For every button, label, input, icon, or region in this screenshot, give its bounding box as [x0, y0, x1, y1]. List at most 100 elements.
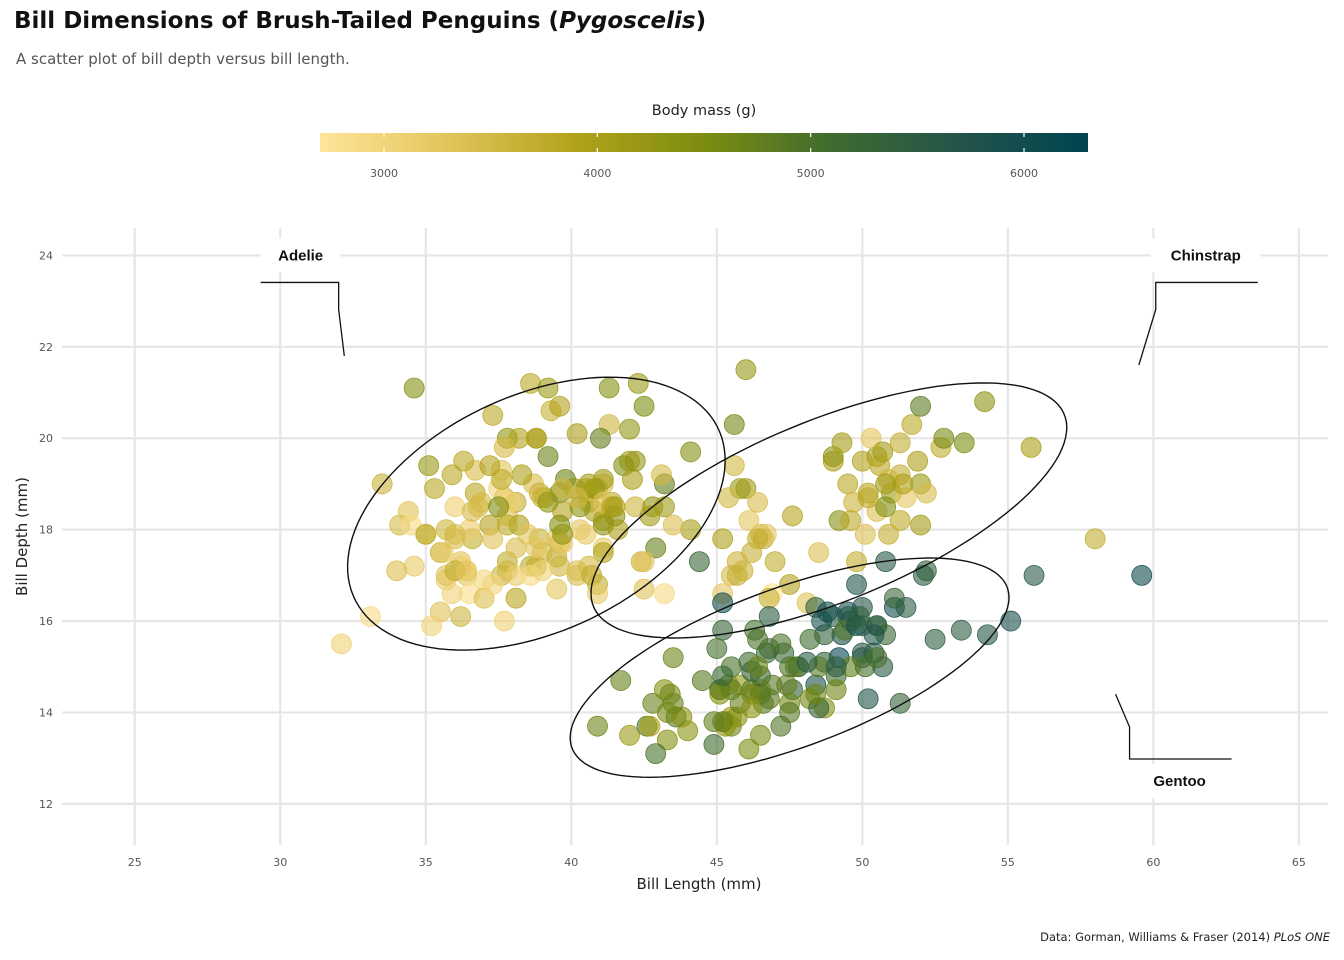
ellipse-chinstrap	[590, 382, 1068, 639]
point-gentoo	[770, 633, 792, 655]
x-tick-label: 65	[1292, 856, 1306, 869]
point-chinstrap	[857, 487, 879, 509]
colorbar-tick-label: 5000	[797, 167, 825, 180]
label-gentoo: Gentoo	[1153, 773, 1206, 790]
x-tick-label: 55	[1001, 856, 1015, 869]
point-adelie	[491, 468, 512, 490]
point-gentoo	[619, 724, 640, 746]
x-tick-label: 25	[128, 856, 142, 869]
point-adelie	[598, 377, 620, 399]
y-tick-label: 18	[39, 524, 53, 537]
point-gentoo	[857, 688, 879, 710]
point-adelie	[622, 468, 643, 490]
point-adelie	[537, 377, 559, 399]
point-gentoo	[863, 624, 885, 646]
colorbar-tick-label: 4000	[583, 167, 611, 180]
x-tick-label: 45	[710, 856, 724, 869]
point-chinstrap	[782, 505, 803, 527]
point-adelie	[418, 455, 440, 477]
point-gentoo	[691, 670, 713, 691]
point-adelie	[496, 514, 518, 536]
ellipse-adelie	[346, 376, 726, 651]
point-adelie	[488, 496, 509, 518]
point-chinstrap	[712, 528, 734, 550]
point-gentoo	[712, 592, 734, 614]
point-chinstrap	[808, 542, 830, 563]
point-adelie	[453, 450, 475, 472]
point-chinstrap	[974, 391, 995, 413]
axes: 25 30 35 40 45 50 55 60 65 12 14 16 18 20 22 24 Bill Len…	[13, 249, 1306, 893]
point-chinstrap	[907, 450, 929, 472]
point-adelie	[403, 377, 425, 399]
point-chinstrap	[892, 473, 914, 495]
point-adelie	[505, 587, 527, 609]
point-gentoo	[645, 743, 667, 764]
point-adelie	[441, 583, 463, 605]
point-chinstrap	[587, 583, 608, 605]
point-chinstrap	[915, 482, 937, 504]
point-adelie	[680, 441, 702, 463]
point-gentoo	[741, 697, 763, 719]
point-gentoo	[706, 638, 728, 659]
label-box	[1139, 764, 1220, 799]
point-chinstrap	[1084, 528, 1106, 550]
point-chinstrap	[872, 441, 894, 463]
point-gentoo	[950, 619, 972, 641]
chart-title: Bill Dimensions of Brush-Tailed Penguins…	[14, 8, 707, 34]
point-chinstrap	[837, 473, 859, 495]
point-gentoo	[924, 628, 946, 650]
point-adelie	[552, 523, 573, 545]
point-gentoo	[849, 606, 870, 627]
point-adelie	[415, 523, 437, 545]
point-gentoo	[915, 560, 937, 582]
point-gentoo	[712, 619, 734, 641]
point-gentoo	[703, 734, 725, 755]
x-axis-title: Bill Length (mm)	[637, 875, 762, 893]
point-adelie	[450, 606, 472, 627]
colorbar	[320, 133, 1088, 152]
point-chinstrap	[953, 432, 975, 454]
point-adelie	[680, 519, 702, 541]
point-chinstrap	[840, 510, 862, 531]
point-adelie	[330, 633, 352, 655]
point-gentoo	[750, 724, 771, 746]
y-tick-label: 16	[39, 615, 53, 628]
point-chinstrap	[633, 578, 655, 600]
point-chinstrap	[738, 510, 760, 531]
point-adelie	[566, 423, 588, 445]
point-gentoo	[825, 679, 847, 701]
point-adelie	[575, 523, 597, 545]
caption: Data: Gorman, Williams & Fraser (2014) P…	[1040, 930, 1330, 944]
x-tick-label: 40	[564, 856, 578, 869]
point-chinstrap	[831, 432, 853, 454]
point-chinstrap	[747, 491, 768, 513]
point-adelie	[360, 606, 381, 627]
point-adelie	[517, 523, 539, 545]
point-adelie	[735, 359, 757, 381]
label-connector	[260, 281, 345, 357]
point-gentoo	[799, 628, 821, 650]
ellipse-gentoo	[569, 557, 1010, 779]
point-adelie	[590, 427, 611, 449]
point-gentoo	[1000, 610, 1022, 632]
point-adelie	[651, 464, 672, 486]
point-chinstrap	[875, 473, 897, 495]
y-axis-title: Bill Depth (mm)	[13, 477, 31, 596]
species-labels: Adelie Chinstrap Gentoo	[260, 238, 1261, 799]
point-gentoo	[1023, 564, 1045, 586]
y-tick-label: 22	[39, 341, 53, 354]
x-tick-label: 50	[855, 856, 869, 869]
point-chinstrap	[875, 496, 897, 518]
y-tick-label: 24	[39, 249, 53, 262]
point-adelie	[633, 395, 655, 417]
point-adelie	[645, 537, 667, 559]
point-gentoo	[977, 624, 998, 646]
species-ellipses	[346, 376, 1068, 779]
point-gentoo	[712, 665, 734, 687]
point-adelie	[421, 615, 443, 637]
point-adelie	[537, 491, 559, 513]
point-chinstrap	[860, 427, 882, 449]
point-adelie	[525, 427, 547, 449]
point-gentoo	[747, 656, 768, 678]
point-gentoo	[846, 574, 867, 595]
